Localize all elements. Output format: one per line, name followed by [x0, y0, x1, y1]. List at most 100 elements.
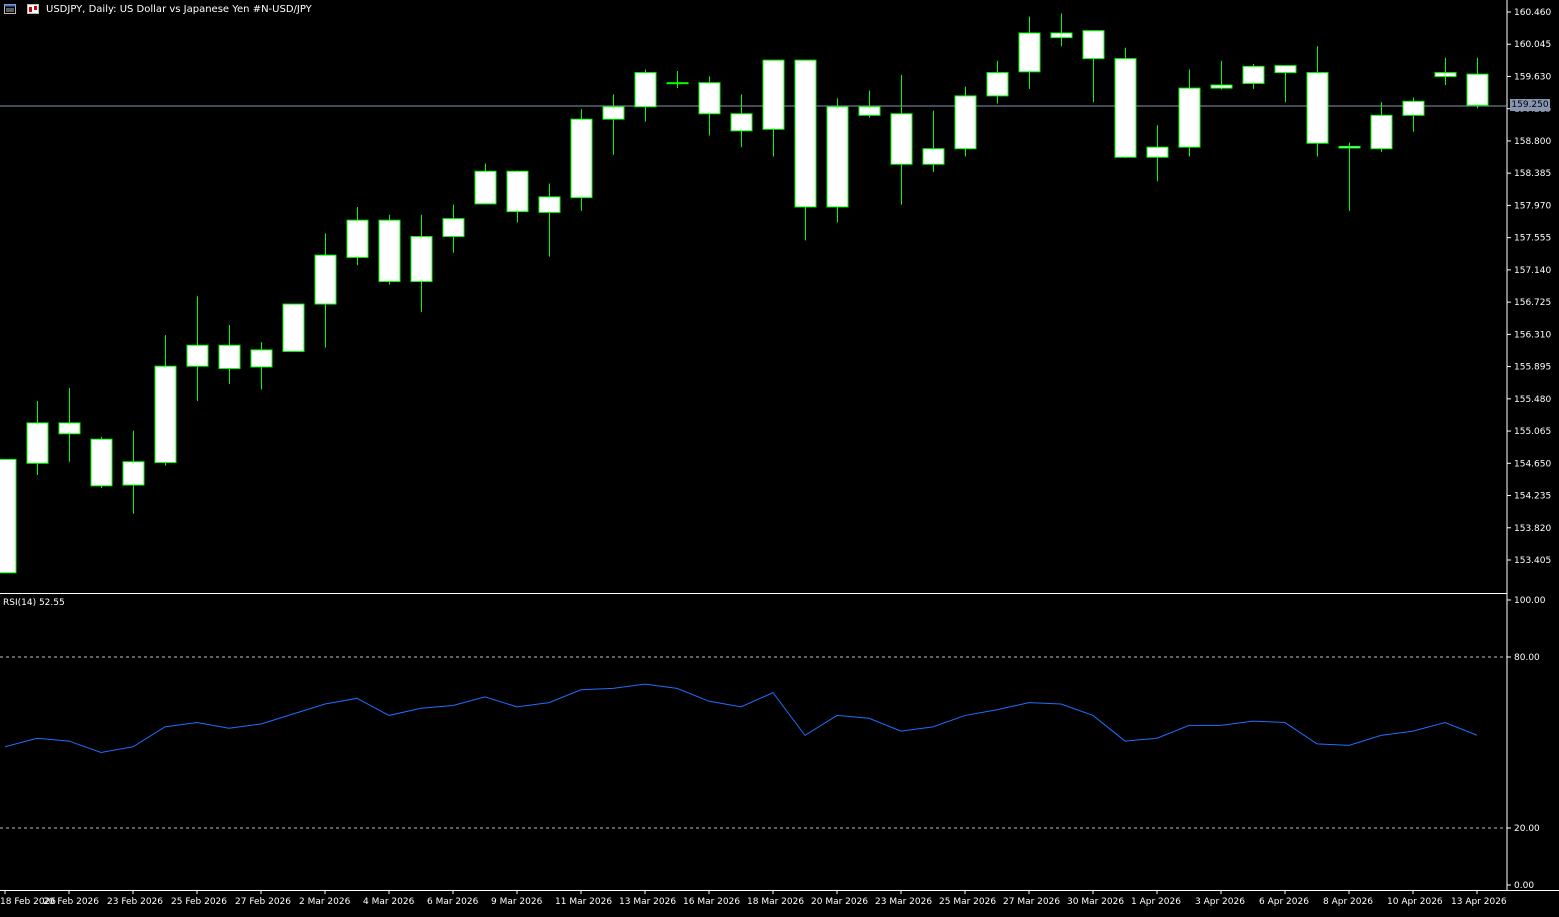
candle-body — [506, 170, 529, 213]
price-tick-label: 154.650 — [1514, 459, 1551, 469]
candle-body — [58, 422, 81, 435]
price-tick-label: 156.310 — [1514, 330, 1551, 340]
time-tick-label: 9 Mar 2026 — [491, 897, 543, 907]
candle-body — [410, 235, 433, 283]
price-tick-label: 160.460 — [1514, 8, 1551, 18]
candle-body — [1146, 146, 1169, 158]
candle-body — [1402, 100, 1425, 116]
price-tick-label: 157.555 — [1514, 234, 1551, 244]
time-tick-label: 23 Feb 2026 — [107, 897, 163, 907]
candle-body — [570, 118, 593, 199]
candle-body — [1274, 65, 1297, 74]
candle-body — [346, 219, 369, 258]
candle-body — [1018, 32, 1041, 73]
candle-body — [602, 106, 625, 120]
rsi-tick-label: 0.00 — [1514, 881, 1534, 891]
candle-body — [634, 72, 657, 108]
rsi-tick-label: 20.00 — [1514, 824, 1540, 834]
candle-body — [378, 219, 401, 283]
time-tick-label: 16 Mar 2026 — [683, 897, 740, 907]
time-tick-label: 20 Feb 2026 — [43, 897, 99, 907]
candle-body — [1050, 32, 1073, 39]
candle-body — [1370, 114, 1393, 150]
candle-body — [762, 59, 785, 130]
time-tick-label: 4 Mar 2026 — [363, 897, 415, 907]
candle-body — [1210, 84, 1233, 89]
candle-body — [1178, 87, 1201, 148]
current-price-badge: 159.250 — [1510, 99, 1550, 111]
candle-body — [218, 344, 241, 370]
candle-body — [538, 196, 561, 213]
candle-chart-icon — [27, 4, 39, 14]
chart-title: USDJPY, Daily: US Dollar vs Japanese Yen… — [46, 4, 312, 15]
candle-body — [922, 148, 945, 165]
candle-body — [986, 72, 1009, 97]
price-tick-label: 158.800 — [1514, 137, 1551, 147]
time-tick-label: 3 Apr 2026 — [1195, 897, 1245, 907]
candle-body — [730, 113, 753, 132]
time-tick-label: 18 Mar 2026 — [747, 897, 804, 907]
price-tick-label: 154.235 — [1514, 492, 1551, 502]
time-tick-label: 10 Apr 2026 — [1387, 897, 1443, 907]
candle-body — [314, 254, 337, 305]
time-tick-label: 11 Mar 2026 — [555, 897, 612, 907]
rsi-indicator-label: RSI(14) 52.55 — [3, 598, 65, 608]
price-tick-label: 157.970 — [1514, 201, 1551, 211]
candle-body — [1434, 72, 1457, 77]
price-tick-label: 155.065 — [1514, 427, 1551, 437]
price-tick-label: 160.045 — [1514, 40, 1551, 50]
candle-body — [1338, 145, 1361, 149]
price-tick-label: 155.895 — [1514, 363, 1551, 373]
rsi-line — [4, 683, 1478, 753]
price-tick-label: 156.725 — [1514, 298, 1551, 308]
time-tick-label: 13 Mar 2026 — [619, 897, 676, 907]
candle-body — [698, 82, 721, 115]
candle-body — [1242, 65, 1265, 84]
rsi-tick-label: 80.00 — [1514, 653, 1540, 663]
candle-body — [26, 422, 49, 464]
time-tick-label: 25 Mar 2026 — [939, 897, 996, 907]
time-tick-label: 23 Mar 2026 — [875, 897, 932, 907]
price-tick-label: 159.630 — [1514, 72, 1551, 82]
candle-body — [954, 95, 977, 150]
time-tick-label: 18 Feb 2026 — [0, 897, 56, 907]
price-tick-label: 153.820 — [1514, 524, 1551, 534]
candle-body — [186, 344, 209, 367]
candle-body — [1466, 73, 1489, 106]
price-tick-label: 155.480 — [1514, 395, 1551, 405]
candle-body — [1082, 30, 1105, 60]
time-tick-label: 20 Mar 2026 — [811, 897, 868, 907]
time-tick-label: 8 Apr 2026 — [1323, 897, 1373, 907]
time-tick-label: 30 Mar 2026 — [1067, 897, 1124, 907]
candle-body — [474, 170, 497, 205]
candle-body — [0, 458, 17, 574]
time-tick-label: 13 Apr 2026 — [1451, 897, 1507, 907]
chart-window-icon — [4, 4, 16, 14]
candle-body — [826, 106, 849, 208]
candle-body — [666, 82, 689, 85]
candle-body — [858, 106, 881, 116]
candle-body — [282, 303, 305, 352]
candle-body — [122, 461, 145, 486]
price-tick-label: 158.385 — [1514, 169, 1551, 179]
candle-body — [890, 113, 913, 165]
candle-body — [1306, 72, 1329, 144]
candle-body — [154, 365, 177, 464]
candle-body — [1114, 58, 1137, 158]
time-tick-label: 27 Mar 2026 — [1003, 897, 1060, 907]
time-tick-label: 6 Mar 2026 — [427, 897, 479, 907]
rsi-tick-label: 100.00 — [1514, 596, 1546, 606]
time-tick-label: 2 Mar 2026 — [299, 897, 351, 907]
time-tick-label: 27 Feb 2026 — [235, 897, 291, 907]
candle-body — [442, 218, 465, 237]
price-tick-label: 157.140 — [1514, 266, 1551, 276]
time-tick-label: 6 Apr 2026 — [1259, 897, 1309, 907]
candle-body — [794, 59, 817, 208]
price-tick-label: 153.405 — [1514, 556, 1551, 566]
candle-body — [250, 349, 273, 368]
candle-body — [90, 438, 113, 487]
time-tick-label: 25 Feb 2026 — [171, 897, 227, 907]
time-tick-label: 1 Apr 2026 — [1131, 897, 1181, 907]
